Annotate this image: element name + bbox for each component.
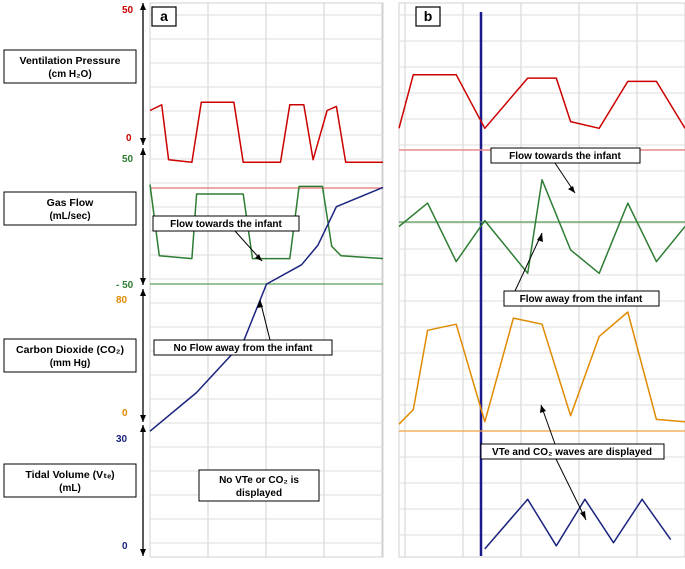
b-vte-co2-label: VTe and CO₂ waves are displayed xyxy=(492,447,652,458)
panel-a-vte-trace xyxy=(149,186,384,432)
b-flow-away-label: Flow away from the infant xyxy=(520,294,643,305)
vte-min-label: 0 xyxy=(122,541,128,552)
co2-title: Carbon Dioxide (CO₂) xyxy=(16,344,124,356)
vte-max-label: 30 xyxy=(116,434,128,445)
panel-b-grid xyxy=(398,2,685,558)
co2-max-label: 80 xyxy=(116,295,128,306)
vte-unit: (mL) xyxy=(59,483,81,494)
pressure-max-label: 50 xyxy=(122,5,134,16)
a-flow-towards-label: Flow towards the infant xyxy=(170,219,282,230)
panel-a-pressure-trace xyxy=(149,101,383,163)
panel-b-co2-trace xyxy=(398,311,685,425)
panel-a-flow-trace xyxy=(149,184,384,260)
co2-min-label: 0 xyxy=(122,408,128,419)
panel-b-pressure-trace xyxy=(398,73,685,130)
panel-a-axis xyxy=(140,3,146,556)
flow-max-label: 50 xyxy=(122,154,134,165)
a-no-vte-label: No VTe or CO₂ is xyxy=(219,475,299,486)
vte-title: Tidal Volume (Vₜₑ) xyxy=(25,469,114,481)
axis-value-labels: 50 0 50 - 50 80 0 30 0 xyxy=(116,5,134,552)
pressure-unit: (cm H₂O) xyxy=(48,69,91,80)
panel-a-tag: a xyxy=(160,8,168,24)
panel-a-grid xyxy=(149,2,384,558)
panel-b-tag: b xyxy=(424,8,433,24)
channel-labels: Ventilation Pressure (cm H₂O) Gas Flow (… xyxy=(3,49,137,498)
flow-title: Gas Flow xyxy=(47,197,95,209)
pressure-min-label: 0 xyxy=(126,133,132,144)
a-no-flow-away-label: No Flow away from the infant xyxy=(174,343,314,354)
panel-b-vte-trace xyxy=(484,498,672,550)
pressure-title: Ventilation Pressure xyxy=(20,55,121,67)
b-flow-towards-label: Flow towards the infant xyxy=(509,151,621,162)
flow-unit: (mL/sec) xyxy=(49,211,90,222)
panel-b-flow-trace xyxy=(398,178,685,275)
a-no-vte-label-2: displayed xyxy=(236,488,282,499)
flow-min-label: - 50 xyxy=(116,280,134,291)
co2-unit: (mm Hg) xyxy=(50,358,91,369)
panel-tags: a b xyxy=(151,6,441,27)
annotations: Flow towards the infant No Flow away fro… xyxy=(152,147,665,521)
